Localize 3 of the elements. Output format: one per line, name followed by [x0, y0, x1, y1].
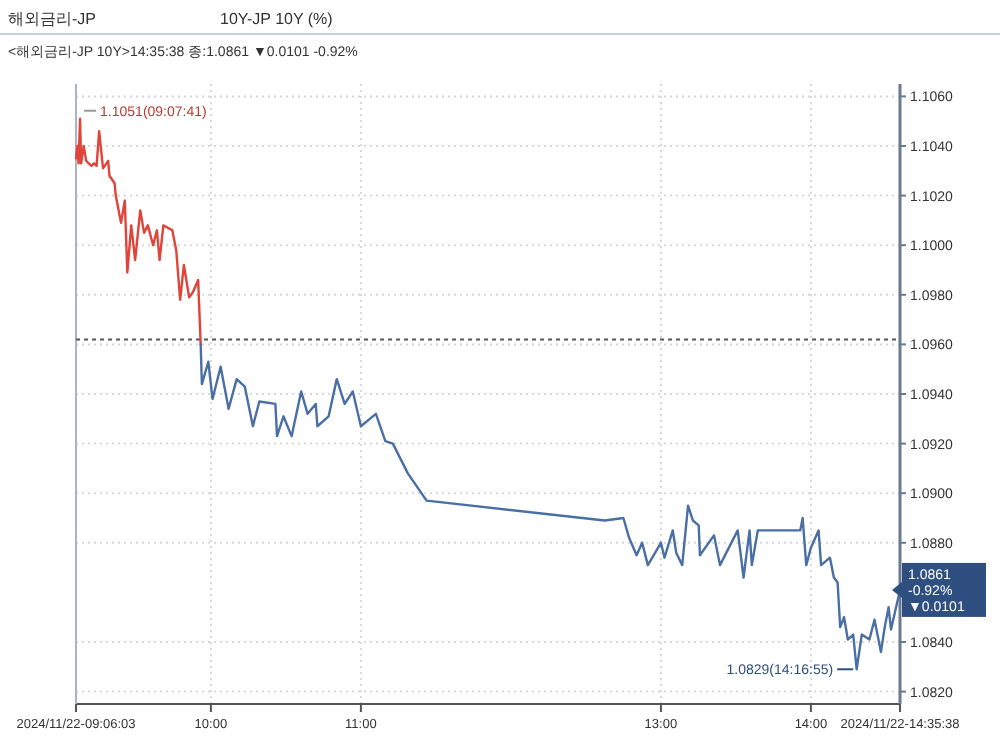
chart-title: 해외금리-JP — [8, 10, 96, 28]
chart-subtitle: 10Y-JP 10Y (%) — [220, 10, 334, 28]
line-series — [74, 117, 202, 346]
